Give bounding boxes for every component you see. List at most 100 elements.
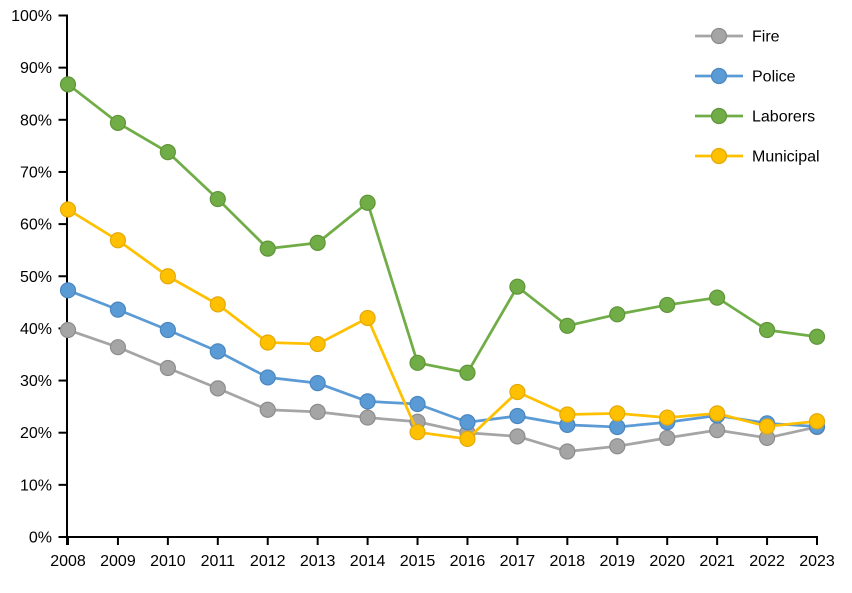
data-point-municipal-2018: [559, 406, 576, 423]
data-point-police-2008: [59, 282, 77, 299]
data-point-fire-2010: [159, 359, 176, 377]
data-point-laborers-2014: [359, 194, 376, 211]
data-point-municipal-2015: [409, 424, 426, 441]
legend-swatch-marker: [710, 107, 728, 125]
series-line-police: [66, 288, 819, 429]
x-axis-tick-label: 2019: [599, 553, 635, 570]
data-point-municipal-2023: [808, 413, 826, 430]
data-point-laborers-2021: [709, 289, 726, 306]
legend: Fire Police Laborers Municipal: [695, 27, 820, 166]
y-axis-tick-label: 100%: [11, 8, 52, 25]
data-point-municipal-2010: [159, 268, 176, 285]
data-point-municipal-2022: [758, 418, 776, 435]
data-point-laborers-2019: [609, 306, 626, 323]
data-point-police-2019: [609, 418, 626, 436]
x-axis-tick-label: 2023: [799, 553, 835, 570]
data-point-fire-2019: [609, 438, 626, 455]
data-point-police-2017: [509, 407, 526, 425]
x-axis-tick-label: 2022: [749, 553, 785, 570]
data-point-municipal-2017: [509, 383, 526, 401]
legend-label: Municipal: [752, 149, 820, 166]
x-axis-tick-label: 2008: [50, 553, 86, 570]
data-point-police-2016: [459, 414, 476, 431]
series-laborers: [59, 76, 826, 381]
y-axis-tick-label: 40%: [20, 321, 52, 338]
data-point-laborers-2018: [559, 317, 576, 334]
data-point-municipal-2009: [109, 232, 127, 249]
legend-swatch-marker: [710, 147, 728, 165]
data-point-police-2013: [309, 375, 326, 392]
data-point-municipal-2016: [459, 430, 476, 448]
data-point-laborers-2012: [259, 240, 276, 257]
data-point-municipal-2020: [659, 409, 676, 426]
data-point-municipal-2008: [59, 201, 77, 218]
data-point-municipal-2011: [209, 296, 226, 313]
data-point-laborers-2022: [758, 321, 776, 339]
data-point-laborers-2016: [459, 364, 476, 381]
legend-label: Fire: [752, 29, 780, 46]
data-point-laborers-2015: [409, 354, 426, 371]
x-axis-tick-label: 2016: [450, 553, 486, 570]
x-axis-tick-label: 2021: [699, 553, 735, 570]
legend-item-laborers: Laborers: [695, 107, 815, 126]
legend-item-fire: Fire: [695, 27, 780, 46]
legend-label: Police: [752, 69, 796, 86]
data-point-fire-2021: [709, 421, 726, 439]
y-axis-tick-label: 70%: [20, 164, 52, 181]
data-point-municipal-2012: [259, 334, 276, 351]
y-axis-tick-label: 20%: [20, 425, 52, 442]
data-point-laborers-2009: [109, 114, 127, 132]
data-point-fire-2014: [359, 409, 376, 426]
data-point-police-2014: [359, 393, 376, 410]
data-point-fire-2017: [509, 428, 526, 445]
data-point-fire-2009: [109, 339, 127, 356]
y-axis-tick-label: 50%: [20, 269, 52, 286]
legend-swatch-marker: [710, 67, 728, 85]
x-axis-tick-label: 2011: [201, 553, 236, 570]
data-point-fire-2011: [209, 380, 226, 397]
series-line-municipal: [66, 208, 819, 441]
series-line-laborers: [66, 82, 819, 375]
data-point-police-2011: [209, 343, 226, 360]
series-line-fire: [66, 328, 819, 453]
data-point-municipal-2021: [709, 405, 726, 422]
x-axis-tick-label: 2013: [300, 553, 336, 570]
x-axis-tick-label: 2020: [649, 553, 685, 570]
data-point-fire-2008: [59, 321, 77, 339]
y-axis-tick-label: 60%: [20, 217, 52, 234]
data-point-municipal-2019: [609, 405, 626, 422]
data-point-laborers-2008: [59, 76, 77, 93]
y-axis-tick-label: 10%: [20, 477, 52, 494]
data-point-police-2015: [409, 395, 426, 413]
y-axis-tick-label: 80%: [20, 112, 52, 129]
legend-item-municipal: Municipal: [695, 147, 820, 166]
data-point-police-2010: [159, 321, 176, 339]
y-axis-tick-label: 90%: [20, 60, 52, 77]
x-axis-tick-label: 2009: [100, 553, 136, 570]
y-axis-tick-label: 0%: [29, 530, 52, 547]
x-axis-tick-label: 2015: [400, 553, 436, 570]
data-point-laborers-2011: [209, 190, 226, 208]
series-municipal: [59, 201, 826, 448]
x-axis-tick-label: 2012: [250, 553, 286, 570]
legend-label: Laborers: [752, 109, 815, 126]
data-point-fire-2012: [259, 401, 276, 418]
x-axis-tick-label: 2010: [150, 553, 186, 570]
data-point-laborers-2013: [309, 234, 326, 251]
x-axis-tick-label: 2017: [500, 553, 536, 570]
data-point-municipal-2014: [359, 309, 376, 327]
data-point-municipal-2013: [309, 335, 326, 353]
data-point-laborers-2010: [159, 144, 176, 161]
data-point-laborers-2017: [509, 278, 526, 295]
data-point-fire-2018: [559, 443, 576, 460]
data-point-fire-2013: [309, 403, 326, 420]
data-point-police-2009: [109, 301, 127, 318]
data-point-fire-2020: [659, 429, 676, 447]
data-point-laborers-2020: [659, 296, 676, 314]
data-point-laborers-2023: [808, 328, 826, 345]
data-point-police-2012: [259, 369, 276, 386]
x-axis-tick-label: 2018: [550, 553, 586, 570]
legend-swatch-marker: [710, 27, 728, 45]
